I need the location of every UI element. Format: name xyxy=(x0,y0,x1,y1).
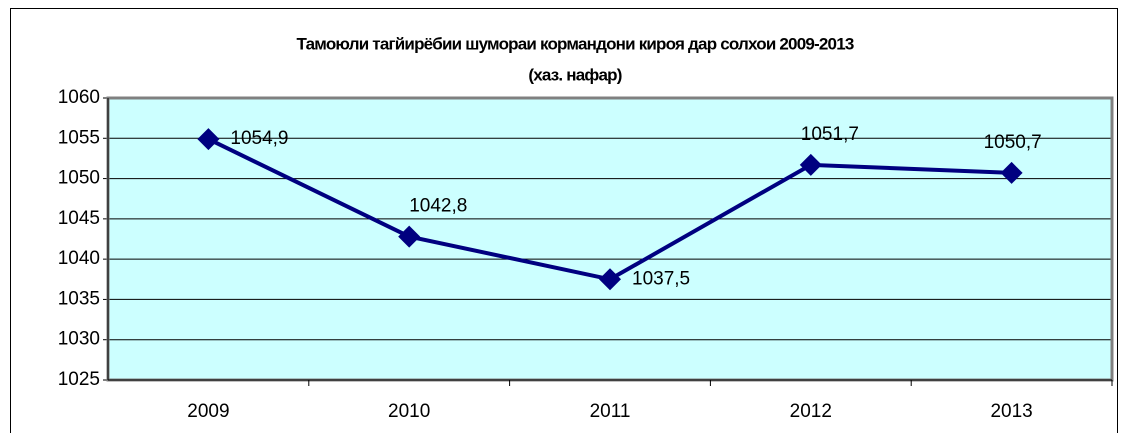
data-label: 1051,7 xyxy=(801,124,859,145)
marker xyxy=(599,268,621,291)
y-tick-label: 1055 xyxy=(58,127,100,148)
data-label: 1037,5 xyxy=(632,268,690,289)
plot-area xyxy=(108,98,1112,380)
y-tick-label: 1045 xyxy=(58,208,100,229)
x-tick-label: 2013 xyxy=(990,401,1032,422)
y-tick-label: 1030 xyxy=(58,329,100,350)
y-tick-label: 1050 xyxy=(58,168,100,189)
y-tick-label: 1040 xyxy=(58,248,100,269)
x-tick-label: 2011 xyxy=(590,401,631,422)
data-label: 1054,9 xyxy=(230,128,288,149)
marker xyxy=(398,225,421,248)
y-tick-label: 1060 xyxy=(58,87,100,108)
x-tick-label: 2012 xyxy=(790,401,832,422)
chart-subtitle: (хаз. нафар) xyxy=(528,65,621,84)
x-tick-label: 2009 xyxy=(187,401,229,422)
marker xyxy=(197,128,220,151)
chart-title: Тамоюли тагйирёбии шумораи кормандони ки… xyxy=(296,34,853,53)
marker xyxy=(1000,161,1023,184)
y-tick-label: 1035 xyxy=(58,288,100,309)
y-tick-label: 1025 xyxy=(58,369,100,390)
x-tick-label: 2010 xyxy=(388,401,430,422)
data-label: 1050,7 xyxy=(984,132,1042,153)
marker xyxy=(799,153,822,176)
data-label: 1042,8 xyxy=(409,196,467,217)
